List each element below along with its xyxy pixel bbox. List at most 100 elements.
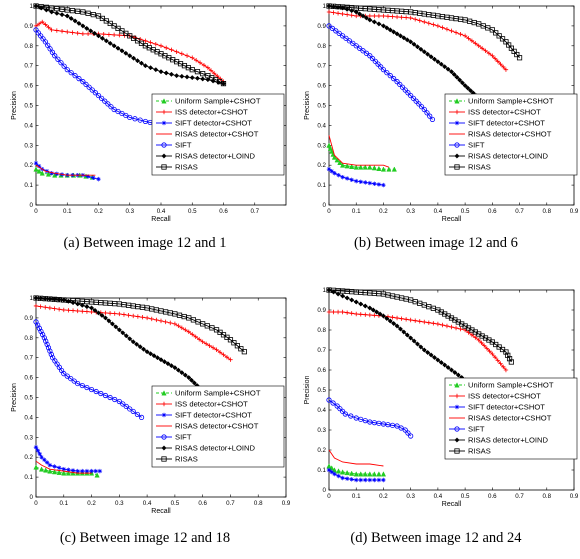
series-line-risas-detector-cshot xyxy=(35,460,92,474)
data-point xyxy=(112,396,118,403)
data-point xyxy=(89,87,95,93)
legend-marker xyxy=(454,404,460,410)
data-point xyxy=(33,303,39,309)
data-point xyxy=(468,88,474,94)
y-tick-label: 0.6 xyxy=(24,83,33,90)
data-point xyxy=(44,460,50,465)
data-point xyxy=(331,154,338,160)
data-point xyxy=(93,388,99,395)
y-tick-label: 0.8 xyxy=(317,327,326,334)
data-point xyxy=(42,39,48,45)
y-tick-label: 1 xyxy=(323,287,327,294)
chart-panel-4: 0 0.1 0.2 0.3 0.4 0.5 0.6 0.7 0.8 0.9 0 0.1 0.2 0.3 0.… xyxy=(304,287,579,546)
data-point xyxy=(376,182,382,187)
y-tick-label: 0.5 xyxy=(317,103,326,110)
data-point xyxy=(97,468,103,474)
data-point xyxy=(426,320,432,325)
data-point xyxy=(41,335,47,341)
data-point xyxy=(508,359,514,365)
data-point xyxy=(445,66,451,72)
data-point xyxy=(186,329,191,335)
data-point xyxy=(189,75,195,81)
legend: Uniform Sample+CSHOT ISS detector+CSHOT SI… xyxy=(444,93,578,176)
data-point xyxy=(70,468,76,473)
data-point xyxy=(148,351,154,357)
x-tick-label: 0.3 xyxy=(406,208,415,215)
x-tick-label: 0.7 xyxy=(250,208,259,215)
y-tick-label: 0.4 xyxy=(24,122,33,129)
data-point xyxy=(127,336,133,342)
legend-entry-label: SIFT detector+CSHOT xyxy=(175,119,252,128)
data-point xyxy=(200,339,205,344)
y-tick-label: 0.4 xyxy=(24,414,33,421)
legend-entry-label: SIFT detector+CSHOT xyxy=(468,403,545,412)
data-point xyxy=(376,471,382,477)
data-point xyxy=(184,74,190,80)
data-point xyxy=(218,76,223,82)
y-tick-label: 0.1 xyxy=(24,182,33,189)
data-point xyxy=(411,338,417,344)
data-point xyxy=(380,67,387,73)
data-point xyxy=(384,25,390,31)
data-point xyxy=(358,416,364,422)
panel-caption: (b) Between image 12 and 6 xyxy=(354,235,518,251)
data-point xyxy=(358,471,364,477)
x-tick-label: 0.9 xyxy=(570,493,579,500)
data-point xyxy=(444,323,450,329)
data-point xyxy=(76,76,82,82)
data-point xyxy=(120,401,126,407)
data-point xyxy=(80,468,85,474)
data-point xyxy=(397,81,403,88)
series-iss-detector-cshot xyxy=(33,303,233,362)
data-point xyxy=(421,106,427,113)
data-point xyxy=(196,337,202,342)
x-tick-label: 0.8 xyxy=(542,493,551,500)
data-point xyxy=(134,341,140,347)
series-sift xyxy=(326,23,436,123)
data-point xyxy=(201,63,207,68)
data-point xyxy=(360,48,366,54)
series-sift-detector-cshot xyxy=(33,445,103,474)
legend-entry-label: RISAS detector+CSHOT xyxy=(175,130,259,139)
data-point xyxy=(65,470,72,476)
data-point xyxy=(84,384,90,391)
y-tick-label: 0.2 xyxy=(317,447,326,454)
y-tick-label: 0 xyxy=(30,202,34,209)
series-line-sift xyxy=(35,29,162,126)
data-point xyxy=(514,51,520,58)
data-point xyxy=(117,311,122,317)
data-point xyxy=(377,311,383,317)
y-tick-label: 0.3 xyxy=(24,434,33,441)
data-point xyxy=(425,349,431,356)
legend-marker xyxy=(161,109,167,115)
data-point xyxy=(416,101,422,107)
data-point xyxy=(164,45,169,50)
data-point xyxy=(127,53,133,59)
data-point xyxy=(191,380,197,386)
data-point xyxy=(142,63,148,69)
data-point xyxy=(335,468,342,474)
data-point xyxy=(45,171,52,177)
data-point xyxy=(40,19,45,25)
data-point xyxy=(102,315,108,321)
data-point xyxy=(448,69,455,75)
data-point xyxy=(493,30,499,36)
data-point xyxy=(394,323,400,329)
legend-marker xyxy=(454,109,460,115)
legend-entry-label: RISAS detector+LOIND xyxy=(175,444,255,453)
data-point xyxy=(179,73,185,79)
series-uniform-sample-cshot xyxy=(326,142,397,172)
data-point xyxy=(179,325,185,331)
data-point xyxy=(35,448,41,453)
data-point xyxy=(43,467,49,473)
data-point xyxy=(448,367,455,373)
data-point xyxy=(444,27,450,32)
data-point xyxy=(92,90,98,96)
data-point xyxy=(326,397,332,403)
data-point xyxy=(429,116,436,123)
legend-marker xyxy=(454,437,460,443)
y-tick-label: 0 xyxy=(30,494,34,501)
series-risas xyxy=(326,287,514,365)
data-point xyxy=(331,10,336,15)
data-point xyxy=(132,116,138,122)
